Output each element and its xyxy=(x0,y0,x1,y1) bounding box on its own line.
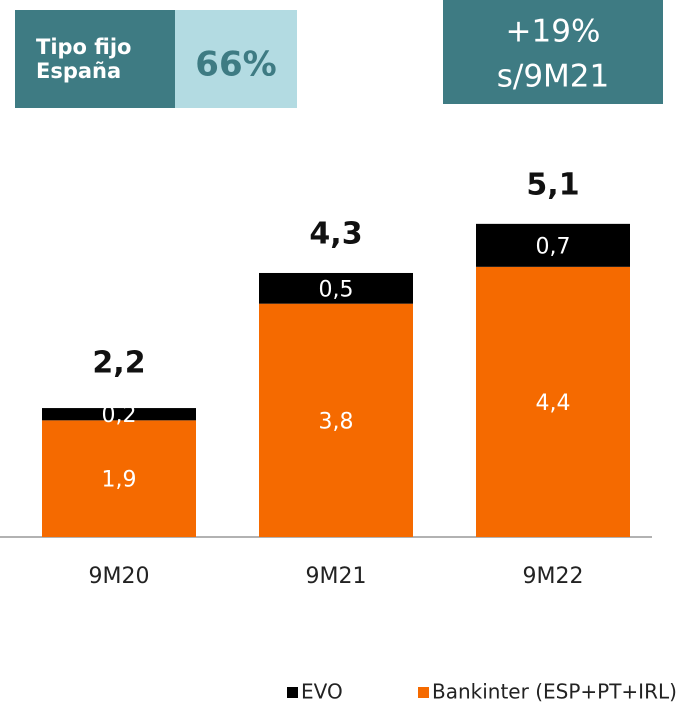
annotation-text: España xyxy=(36,59,121,83)
annotation-text: +19% xyxy=(506,14,601,50)
legend-label: EVO xyxy=(301,680,343,704)
bar-segment xyxy=(476,223,630,267)
x-tick-label: 9M22 xyxy=(523,564,584,589)
bar-segment xyxy=(476,266,630,537)
x-tick-label: 9M20 xyxy=(89,564,150,589)
legend-swatch xyxy=(418,687,429,698)
annotation-box xyxy=(175,10,297,108)
bar-segment xyxy=(259,272,413,304)
data-label: 4,4 xyxy=(536,391,571,416)
data-label: 0,5 xyxy=(319,277,354,302)
total-label: 2,2 xyxy=(92,345,145,380)
legend-label: Bankinter (ESP+PT+IRL) xyxy=(432,680,677,704)
bar-segment xyxy=(42,420,196,537)
annotation-box xyxy=(15,10,175,108)
bar-segment xyxy=(42,408,196,421)
annotation-text: s/9M21 xyxy=(497,59,610,95)
data-label: 3,8 xyxy=(319,409,354,434)
data-label: 0,2 xyxy=(102,403,137,428)
annotation-text: Tipo fijo xyxy=(36,35,131,59)
total-label: 5,1 xyxy=(526,167,579,202)
annotation-box xyxy=(443,0,663,104)
legend-swatch xyxy=(287,687,298,698)
data-label: 1,9 xyxy=(102,468,137,493)
x-tick-label: 9M21 xyxy=(306,564,367,589)
bar-segment xyxy=(259,303,413,537)
data-label: 0,7 xyxy=(536,234,571,259)
total-label: 4,3 xyxy=(309,216,362,251)
annotation-value: 66% xyxy=(195,45,276,85)
